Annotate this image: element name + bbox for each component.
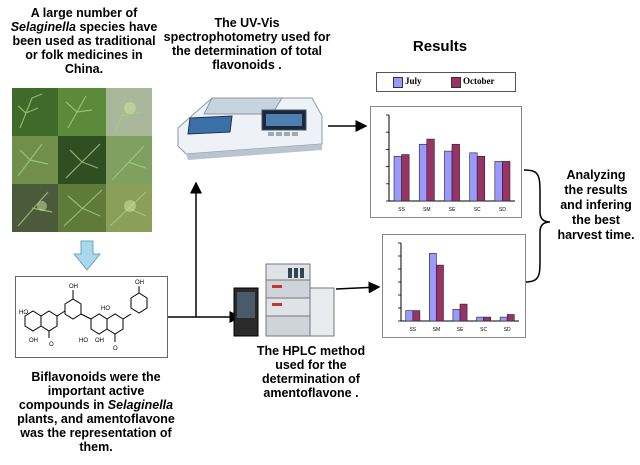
bar-october-sd <box>506 314 515 322</box>
x-tick-label: SS <box>398 207 405 213</box>
results-title: Results <box>412 38 468 55</box>
svg-text:OH: OH <box>95 338 104 344</box>
bar-october-sm <box>436 264 444 322</box>
legend-swatch-october <box>451 77 461 88</box>
bar-october-sc <box>476 155 486 202</box>
down-arrow-icon <box>72 240 102 271</box>
bar-july-se <box>444 150 453 202</box>
bar-october-ss <box>401 154 410 202</box>
total-flavonoids-chart: SS SM SE SC SD <box>370 106 522 218</box>
bar-july-se <box>452 309 461 322</box>
legend-swatch-july <box>393 77 403 88</box>
arrow-to-chart-2 <box>335 281 381 294</box>
svg-text:HO: HO <box>19 310 28 316</box>
x-tick-label: SE <box>449 207 456 213</box>
bar-july-sd <box>499 316 508 322</box>
x-tick-label: SS <box>409 327 416 333</box>
svg-text:HO: HO <box>101 306 110 312</box>
svg-text:OH: OH <box>69 284 78 290</box>
uvvis-spectrophotometer-image <box>177 97 323 160</box>
svg-text:HO: HO <box>79 338 88 344</box>
selaginella-photo-collage <box>12 88 152 232</box>
svg-text:OH: OH <box>135 280 144 286</box>
amentoflavone-structure: HO OH O OH HO OH O HO OH <box>15 276 168 358</box>
svg-text:O: O <box>49 342 54 348</box>
analysis-caption: Analyzing the results and infering the b… <box>557 168 635 242</box>
x-tick-label: SD <box>504 327 511 333</box>
bar-july-sm <box>418 143 428 202</box>
svg-text:OH: OH <box>29 338 38 344</box>
bar-october-se <box>459 303 468 322</box>
hplc-caption: The HPLC method used for the determinati… <box>256 344 366 400</box>
x-tick-label: SD <box>499 207 506 213</box>
x-tick-label: SC <box>474 207 481 213</box>
x-tick-label: SE <box>457 327 464 333</box>
legend-label-october: October <box>463 76 495 86</box>
uvvis-caption: The UV-Vis spectrophotometry used for th… <box>163 16 331 72</box>
amentoflavone-chart: SS SM SE SC SD <box>382 234 526 338</box>
bar-october-sd <box>502 161 511 202</box>
svg-text:O: O <box>113 346 118 352</box>
biflavonoid-caption: Biflavonoids were the important active c… <box>17 370 175 454</box>
bar-october-ss <box>412 310 421 322</box>
legend-label-july: July <box>405 76 422 86</box>
bar-july-sm <box>429 253 437 322</box>
bar-july-sc <box>469 152 478 202</box>
hplc-instrument-image <box>233 263 335 337</box>
x-tick-label: SM <box>423 207 431 213</box>
bar-october-sm <box>426 138 435 202</box>
chart-legend: July October <box>376 72 516 92</box>
bar-july-ss <box>405 310 414 322</box>
bar-july-sc <box>476 316 484 322</box>
bar-july-sd <box>494 161 503 202</box>
x-tick-label: SC <box>480 327 487 333</box>
bar-october-sc <box>483 316 491 322</box>
bar-october-se <box>451 143 460 202</box>
selaginella-intro-text: A large number of Selaginella species ha… <box>10 6 158 76</box>
bar-july-ss <box>393 155 402 202</box>
x-tick-label: SM <box>433 327 441 333</box>
brace-icon <box>523 169 551 283</box>
